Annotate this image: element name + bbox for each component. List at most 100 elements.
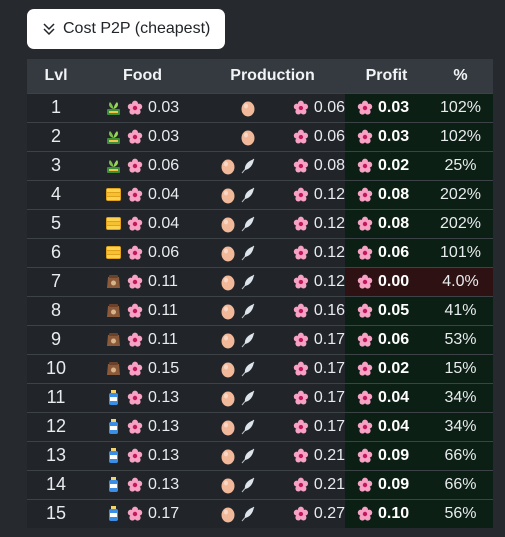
profit-cell: 0.09 bbox=[345, 470, 428, 499]
flower-token-icon bbox=[127, 332, 143, 347]
flower-token-icon bbox=[357, 245, 373, 260]
food-cell: 0.13 bbox=[85, 470, 200, 499]
food-cell: 0.13 bbox=[85, 441, 200, 470]
production-cell: 0.12 bbox=[200, 267, 345, 296]
egg-icon bbox=[221, 391, 235, 406]
table-row: 1 0.03 0.06 0.03 102% bbox=[27, 93, 493, 122]
table-row: 3 0.06 0.08 0.02 25% bbox=[27, 151, 493, 180]
profit-value: 0.08 bbox=[378, 185, 410, 203]
profit-cell: 0.06 bbox=[345, 238, 428, 267]
percent-cell: 34% bbox=[428, 383, 493, 412]
flower-token-icon bbox=[357, 274, 373, 289]
production-cell: 0.12 bbox=[200, 238, 345, 267]
production-value: 0.12 bbox=[313, 243, 345, 261]
percent-cell: 15% bbox=[428, 354, 493, 383]
percent-cell: 66% bbox=[428, 441, 493, 470]
food-cell: 0.17 bbox=[85, 499, 200, 528]
flower-token-icon bbox=[127, 187, 143, 202]
header-lvl: Lvl bbox=[44, 66, 68, 84]
profit-cell: 0.09 bbox=[345, 441, 428, 470]
level-cell: 7 bbox=[50, 271, 61, 291]
flower-token-icon bbox=[293, 506, 309, 521]
egg-icon bbox=[221, 449, 235, 464]
production-cell: 0.17 bbox=[200, 325, 345, 354]
corn-icon bbox=[106, 188, 121, 201]
cost-mode-dropdown[interactable]: Cost P2P (cheapest) bbox=[27, 9, 225, 49]
flower-token-icon bbox=[293, 274, 309, 289]
food-cost: 0.06 bbox=[148, 243, 180, 261]
header-pct: % bbox=[453, 66, 468, 84]
production-value: 0.12 bbox=[313, 214, 345, 232]
dropdown-label: Cost P2P (cheapest) bbox=[63, 20, 211, 37]
profit-value: 0.09 bbox=[378, 475, 410, 493]
sprout-icon bbox=[107, 160, 120, 173]
profit-cell: 0.04 bbox=[345, 383, 428, 412]
profit-value: 0.10 bbox=[378, 504, 410, 522]
food-cost: 0.11 bbox=[148, 330, 178, 348]
production-value: 0.17 bbox=[313, 330, 345, 348]
egg-icon bbox=[221, 507, 235, 523]
feed-sack-icon bbox=[107, 275, 120, 288]
flower-token-icon bbox=[357, 448, 373, 463]
profit-cell: 0.03 bbox=[345, 122, 428, 151]
food-cost: 0.06 bbox=[148, 156, 180, 174]
egg-icon bbox=[241, 130, 255, 145]
profit-value: 0.06 bbox=[378, 330, 410, 348]
profit-cell: 0.02 bbox=[345, 354, 428, 383]
feather-icon bbox=[242, 332, 255, 347]
profit-cell: 0.03 bbox=[345, 93, 428, 122]
food-cell: 0.06 bbox=[85, 151, 200, 180]
food-cell: 0.04 bbox=[85, 209, 200, 238]
production-value: 0.21 bbox=[313, 446, 345, 464]
feather-icon bbox=[242, 303, 255, 318]
profit-cell: 0.08 bbox=[345, 180, 428, 209]
profit-value: 0.05 bbox=[378, 301, 410, 319]
potion-bottle-icon bbox=[109, 419, 118, 434]
potion-bottle-icon bbox=[109, 448, 118, 463]
profit-table: Lvl Food Production Profit % 1 0.03 0.06… bbox=[27, 59, 493, 528]
flower-token-icon bbox=[127, 274, 143, 289]
potion-bottle-icon bbox=[109, 390, 118, 405]
level-cell: 1 bbox=[50, 97, 61, 117]
level-cell: 9 bbox=[50, 329, 61, 349]
flower-token-icon bbox=[357, 506, 373, 521]
food-cell: 0.11 bbox=[85, 325, 200, 354]
production-cell: 0.12 bbox=[200, 180, 345, 209]
food-cost: 0.03 bbox=[148, 127, 180, 145]
production-value: 0.12 bbox=[313, 272, 345, 290]
flower-token-icon bbox=[127, 158, 143, 173]
production-value: 0.12 bbox=[313, 185, 345, 203]
feather-icon bbox=[242, 361, 255, 376]
flower-token-icon bbox=[293, 448, 309, 463]
production-value: 0.16 bbox=[313, 301, 345, 319]
food-cost: 0.15 bbox=[148, 359, 180, 377]
flower-token-icon bbox=[357, 100, 373, 115]
flower-token-icon bbox=[127, 477, 143, 492]
production-value: 0.17 bbox=[313, 388, 345, 406]
percent-cell: 53% bbox=[428, 325, 493, 354]
flower-token-icon bbox=[357, 390, 373, 405]
flower-token-icon bbox=[293, 303, 309, 318]
food-cost: 0.04 bbox=[148, 214, 180, 232]
egg-icon bbox=[221, 478, 235, 493]
food-cell: 0.13 bbox=[85, 412, 200, 441]
production-value: 0.08 bbox=[313, 156, 345, 174]
food-cell: 0.03 bbox=[85, 93, 200, 122]
percent-cell: 56% bbox=[428, 499, 493, 528]
profit-cell: 0.02 bbox=[345, 151, 428, 180]
feather-icon bbox=[242, 274, 255, 289]
flower-token-icon bbox=[127, 216, 143, 231]
feather-icon bbox=[242, 419, 255, 434]
food-cost: 0.11 bbox=[148, 301, 178, 319]
egg-icon bbox=[221, 362, 235, 377]
flower-token-icon bbox=[293, 477, 309, 492]
table-row: 4 0.04 0.12 0.08 202% bbox=[27, 180, 493, 209]
feather-icon bbox=[242, 187, 255, 202]
flower-token-icon bbox=[293, 361, 309, 376]
percent-cell: 66% bbox=[428, 470, 493, 499]
table-row: 2 0.03 0.06 0.03 102% bbox=[27, 122, 493, 151]
flower-token-icon bbox=[293, 216, 309, 231]
food-cost: 0.11 bbox=[148, 272, 178, 290]
food-cell: 0.11 bbox=[85, 296, 200, 325]
profit-value: 0.02 bbox=[378, 359, 410, 377]
